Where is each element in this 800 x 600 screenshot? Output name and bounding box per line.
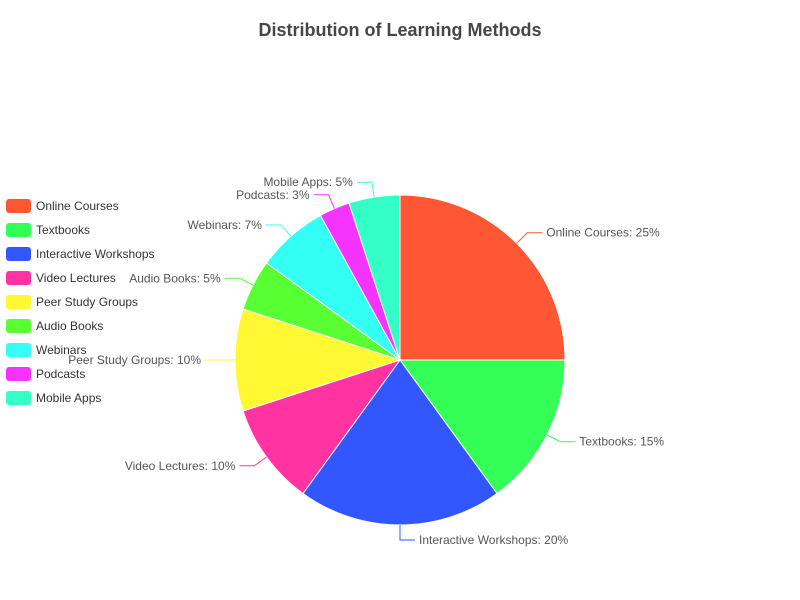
legend-label: Podcasts	[36, 367, 86, 381]
slice-label-audio-books: Audio Books: 5%	[129, 271, 221, 285]
slice-label-video-lectures: Video Lectures: 10%	[125, 459, 236, 473]
label-line-podcasts	[313, 194, 335, 209]
legend-label: Online Courses	[36, 199, 119, 213]
pie-slice-mobile-apps[interactable]	[348, 194, 401, 361]
label-line-video-lectures	[239, 456, 267, 467]
legend-swatch	[6, 199, 31, 213]
legend-swatch	[6, 343, 31, 357]
legend-item-mobile-apps[interactable]: Mobile Apps	[6, 386, 155, 410]
slice-label-peer-study-groups: Peer Study Groups: 10%	[68, 353, 201, 367]
legend-label: Audio Books	[36, 319, 104, 333]
legend-label: Textbooks	[36, 223, 91, 237]
chart-title: Distribution of Learning Methods	[258, 20, 542, 40]
pie-slice-online-courses[interactable]	[399, 194, 566, 361]
legend-item-peer-study-groups[interactable]: Peer Study Groups	[6, 290, 155, 314]
legend-swatch	[6, 367, 31, 381]
slice-label-mobile-apps: Mobile Apps: 5%	[263, 175, 353, 189]
legend-item-video-lectures[interactable]: Video Lectures	[6, 266, 155, 290]
legend-swatch	[6, 223, 31, 237]
legend-item-audio-books[interactable]: Audio Books	[6, 314, 155, 338]
legend-label: Peer Study Groups	[36, 295, 139, 309]
legend-item-textbooks[interactable]: Textbooks	[6, 218, 155, 242]
legend-item-interactive-workshops[interactable]: Interactive Workshops	[6, 242, 155, 266]
label-line-interactive-workshops	[399, 525, 415, 541]
pie-slice-peer-study-groups[interactable]	[234, 308, 402, 412]
legend-item-webinars[interactable]: Webinars	[6, 338, 155, 362]
legend-swatch	[6, 271, 31, 285]
legend-item-online-courses[interactable]: Online Courses	[6, 194, 155, 218]
label-line-online-courses	[516, 232, 543, 244]
label-line-audio-books	[224, 277, 254, 286]
slice-label-webinars: Webinars: 7%	[187, 218, 262, 232]
legend-swatch	[6, 247, 31, 261]
slice-label-textbooks: Textbooks: 15%	[579, 435, 664, 449]
slice-label-interactive-workshops: Interactive Workshops: 20%	[419, 533, 569, 547]
legend-item-podcasts[interactable]: Podcasts	[6, 362, 155, 386]
legend-swatch	[6, 319, 31, 333]
legend-swatch	[6, 295, 31, 309]
pie-slice-textbooks[interactable]	[399, 359, 566, 495]
legend-label: Mobile Apps	[36, 391, 102, 405]
label-line-textbooks	[546, 434, 576, 443]
legend-label: Interactive Workshops	[36, 247, 155, 261]
legend-label: Webinars	[36, 343, 87, 357]
slice-label-online-courses: Online Courses: 25%	[546, 226, 660, 240]
label-line-webinars	[265, 224, 292, 237]
chart-legend: Online Courses Textbooks Interactive Wor…	[6, 194, 155, 410]
legend-swatch	[6, 391, 31, 405]
legend-label: Video Lectures	[36, 271, 116, 285]
label-line-mobile-apps	[356, 181, 375, 198]
slice-label-podcasts: Podcasts: 3%	[236, 188, 310, 202]
